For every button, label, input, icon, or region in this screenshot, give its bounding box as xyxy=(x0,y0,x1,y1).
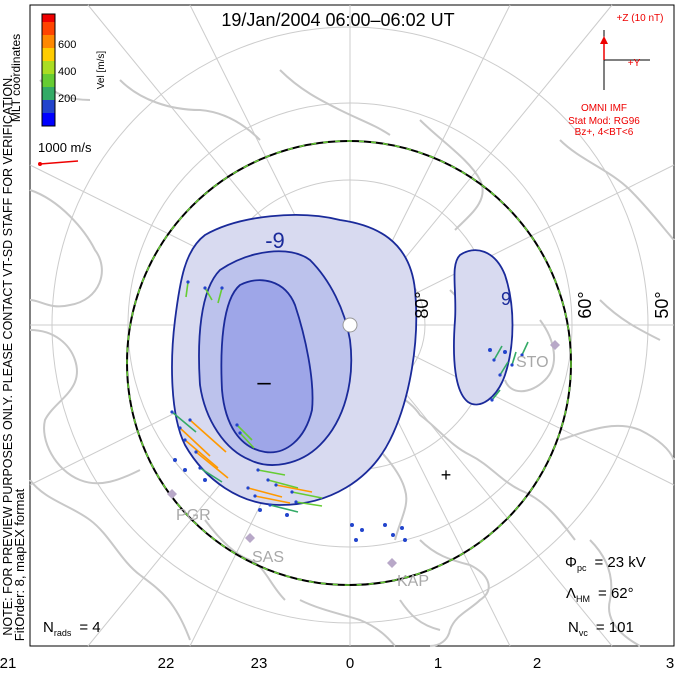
lat-label-50: 50° xyxy=(652,291,672,318)
preview-notice: NOTE: FOR PREVIEW PURPOSES ONLY. PLEASE … xyxy=(1,74,15,635)
colorbar-tick-400: 400 xyxy=(58,66,76,78)
mlt-axis: 21 22 23 0 1 2 3 xyxy=(0,655,674,672)
imf-condition: Bz+, 4<BT<6 xyxy=(575,127,634,138)
nrads-stat: Nrads = 4 xyxy=(43,619,101,638)
statistical-model: Stat Mod: RG96 xyxy=(568,116,640,127)
nvc-stat: Nvc = 101 xyxy=(568,619,634,638)
imf-z-label: +Z (10 nT) xyxy=(617,13,664,24)
station-label-sas: SAS xyxy=(252,549,284,566)
contour-center-negative: – xyxy=(257,369,271,396)
scale-vector-line xyxy=(39,160,79,165)
station-marker-sto xyxy=(550,340,560,350)
station-label-sto: STO xyxy=(516,354,549,371)
station-marker-pgr xyxy=(167,489,177,499)
mlt-tick-0: 0 xyxy=(346,655,354,672)
potential-max-marker: + xyxy=(441,465,452,485)
fit-order-info: FitOrder: 8, mapEX format xyxy=(12,488,27,641)
lat-label-60: 60° xyxy=(575,291,595,318)
colorbar-label: Vel [m/s] xyxy=(96,51,107,90)
radar-stations: PGR SAS KAP STO xyxy=(167,340,560,590)
mlt-tick-22: 22 xyxy=(158,655,175,672)
mlt-tick-23: 23 xyxy=(251,655,268,672)
negative-cell-core xyxy=(220,279,314,454)
hm-boundary-dash xyxy=(126,140,572,586)
station-marker-kap xyxy=(387,558,397,568)
map-title: 19/Jan/2004 06:00–06:02 UT xyxy=(221,10,454,30)
colorbar-tick-600: 600 xyxy=(58,39,76,51)
positive-cell xyxy=(453,249,514,406)
lambda-hm-stat: ΛHM = 62° xyxy=(566,585,634,604)
station-label-pgr: PGR xyxy=(176,507,211,524)
scale-vector-label: 1000 m/s xyxy=(38,140,92,155)
mlt-tick-1: 1 xyxy=(434,655,442,672)
contour-label-negative: -9 xyxy=(265,228,285,253)
imf-y-label: +Y xyxy=(628,58,641,69)
velocity-vectors xyxy=(170,280,529,542)
station-label-kap: KAP xyxy=(397,573,429,590)
coordinate-system-label: MLT coordinates xyxy=(9,34,23,122)
fit-statistics: Φpc = 23 kV ΛHM = 62° Nvc = 101 Nrads = 4 xyxy=(43,554,646,638)
mlt-tick-3: 3 xyxy=(666,655,674,672)
velocity-colorbar: 600 400 200 Vel [m/s] xyxy=(41,13,107,127)
phi-pc-stat: Φpc = 23 kV xyxy=(565,554,646,573)
mlt-tick-21: 21 xyxy=(0,655,16,672)
lat-label-80: 80° xyxy=(412,291,432,318)
imf-source: OMNI IMF xyxy=(581,103,627,114)
colorbar-tick-200: 200 xyxy=(58,93,76,105)
pole-marker xyxy=(342,317,358,333)
scale-vector-origin xyxy=(38,162,42,166)
mlt-tick-2: 2 xyxy=(533,655,541,672)
station-marker-sas xyxy=(245,533,255,543)
contour-label-positive: 9 xyxy=(501,289,511,309)
imf-indicator: +Z (10 nT) +Y OMNI IMF Stat Mod: RG96 Bz… xyxy=(568,13,663,138)
